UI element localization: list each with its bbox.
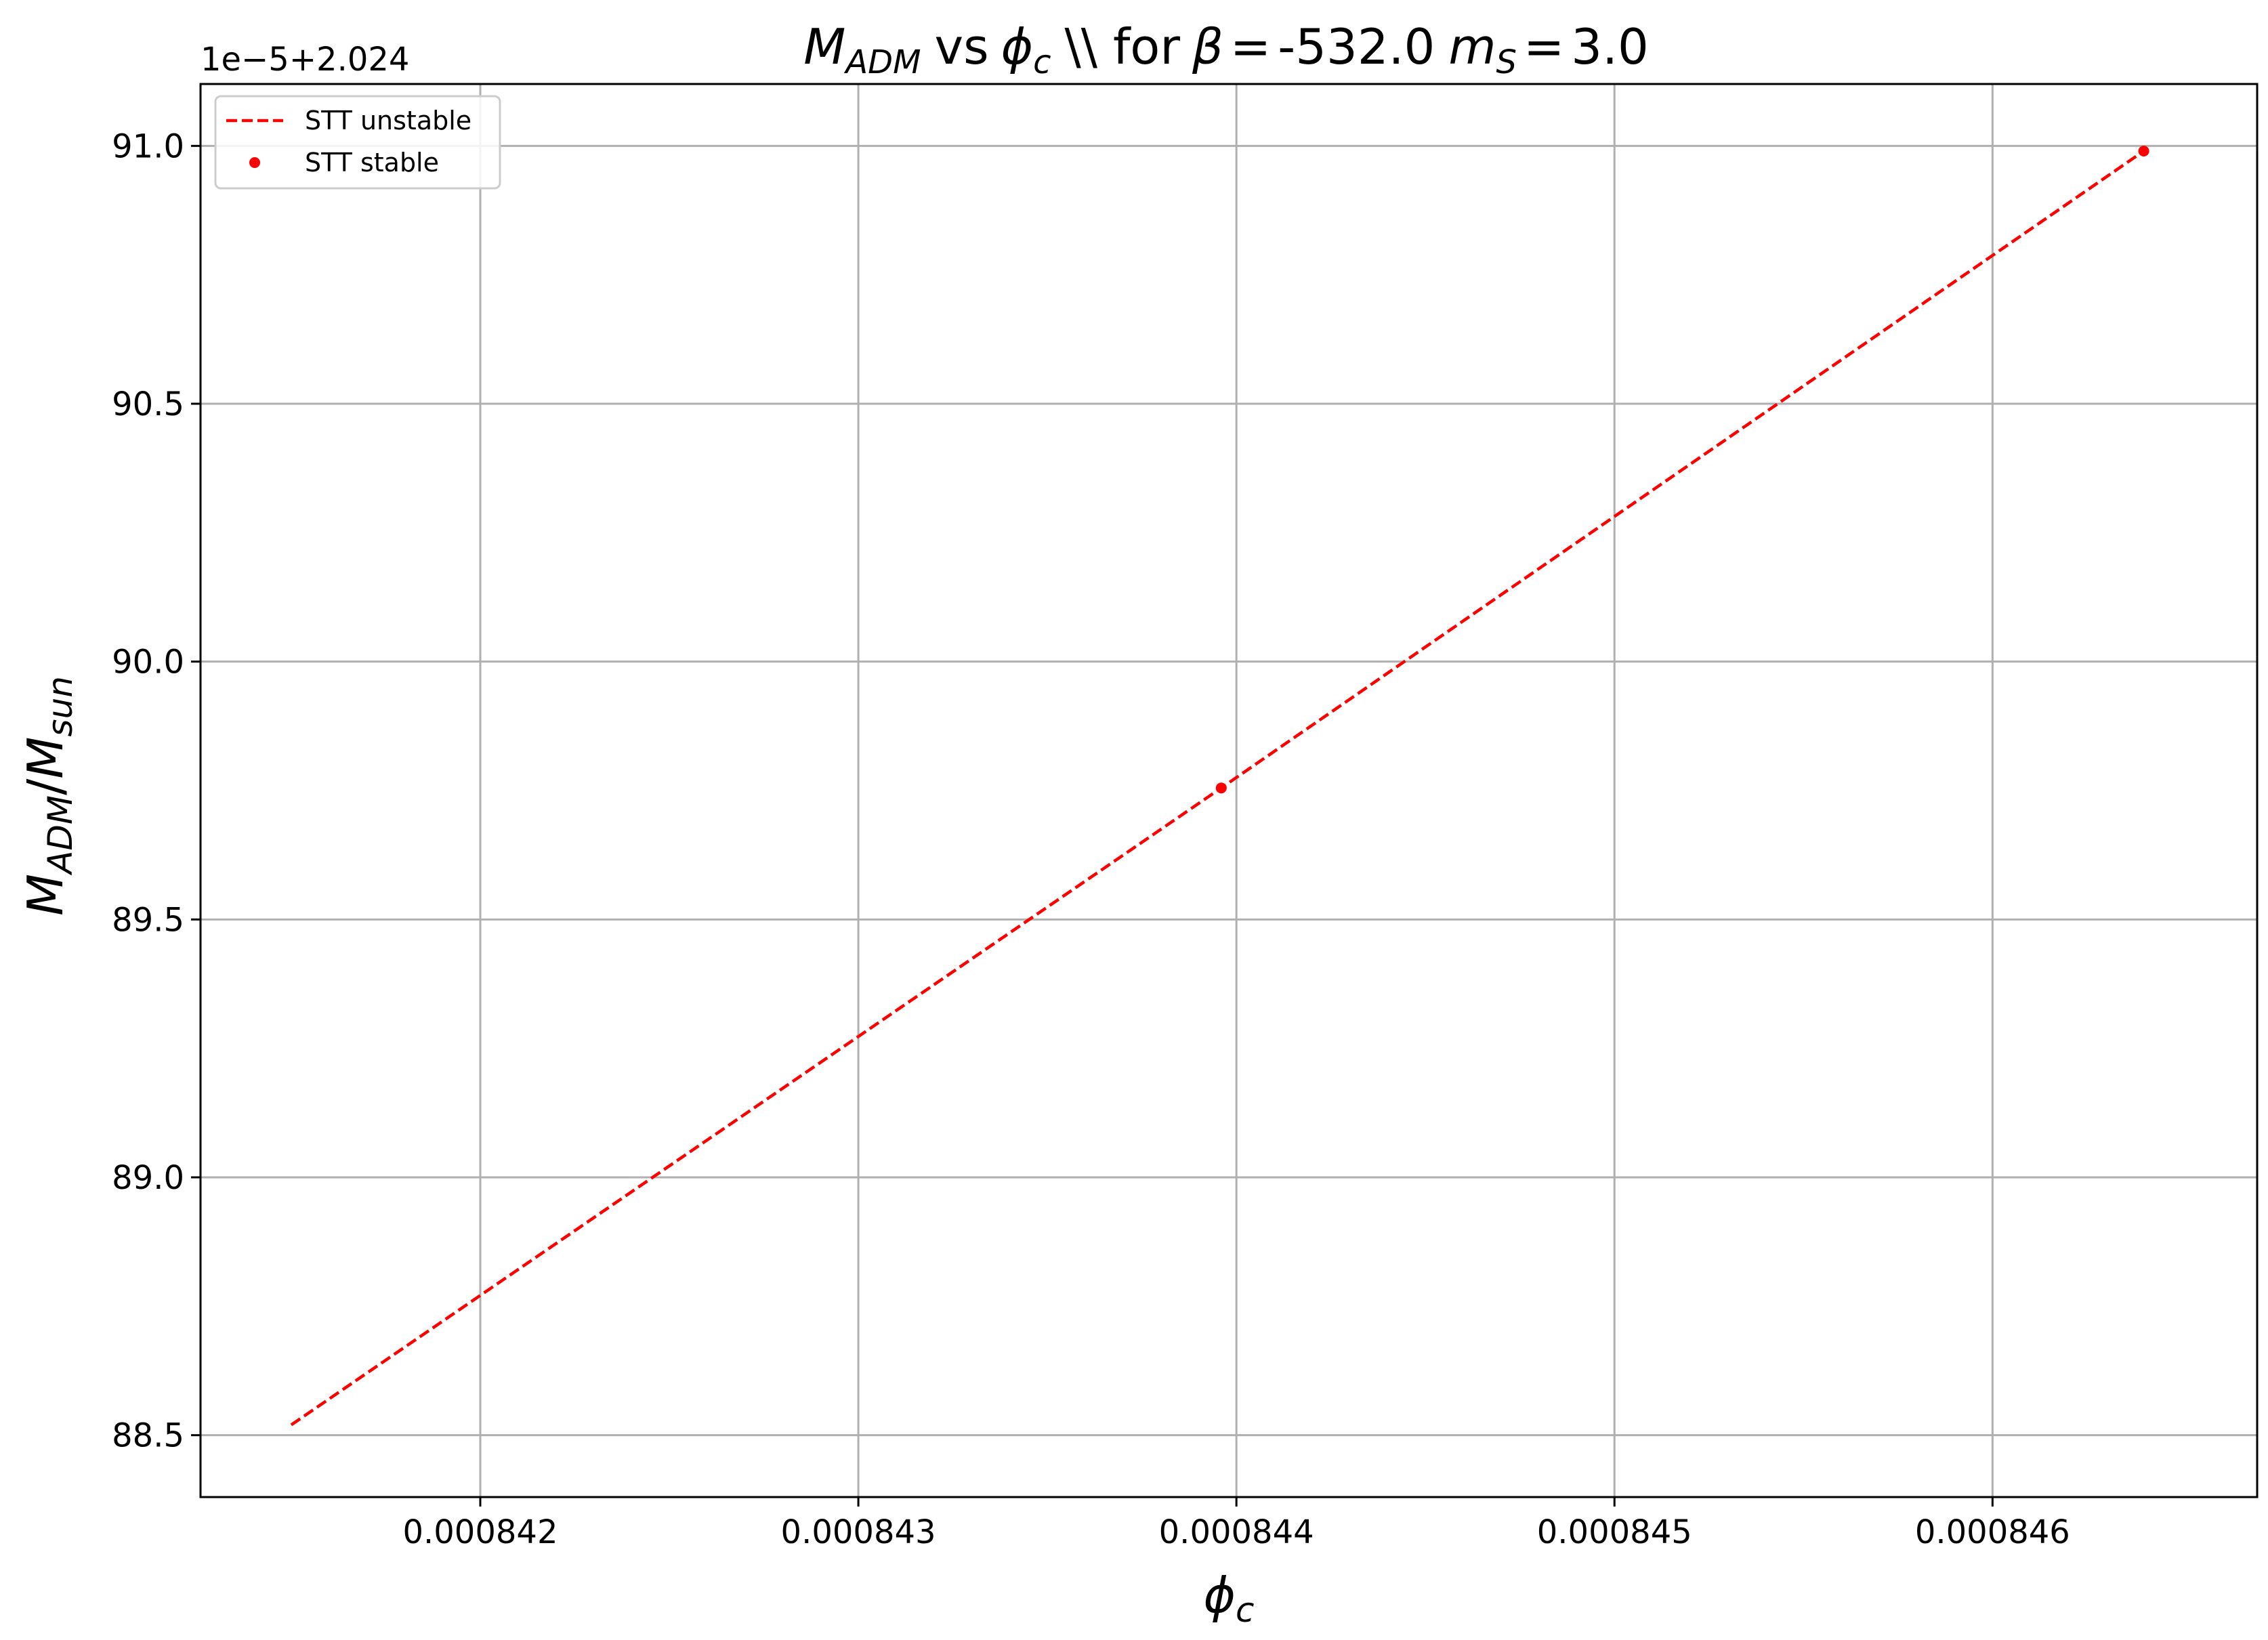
grid-lines — [201, 84, 2257, 1497]
plot-series — [290, 145, 2149, 1427]
axes-frame — [199, 83, 2259, 1498]
y-tick-label: 88.5 — [112, 1417, 184, 1455]
legend: STT unstable STT stable — [214, 95, 501, 190]
legend-box — [214, 95, 501, 190]
x-tick-label: 0.000845 — [1537, 1513, 1692, 1551]
y-tick-label: 89.0 — [112, 1159, 184, 1197]
x-tick-label: 0.000842 — [402, 1513, 558, 1551]
y-tick-label: 89.5 — [112, 901, 184, 939]
legend-stable-label: STT stable — [305, 148, 439, 177]
x-tick-label: 0.000846 — [1915, 1513, 2070, 1551]
x-tick-label: 0.000843 — [781, 1513, 936, 1551]
chart-title: MADM vs ϕc \\ for β = -532.0 mS = 3.0 — [803, 18, 1649, 81]
y-tick-label: 90.0 — [112, 644, 184, 681]
legend-unstable-label: STT unstable — [305, 106, 471, 135]
y-axis-ticks: 88.5 89.0 89.5 90.0 90.5 91.0 — [112, 127, 201, 1455]
x-axis-ticks: 0.000842 0.000843 0.000844 0.000845 0.000846 — [402, 1497, 2070, 1551]
y-tick-label: 90.5 — [112, 385, 184, 423]
y-offset-label: 1e−5+2.024 — [201, 41, 409, 79]
legend-stable-swatch — [249, 157, 260, 168]
stable-data-point — [2138, 145, 2149, 156]
x-axis-label: ϕc — [1204, 1567, 1255, 1630]
y-tick-label: 91.0 — [112, 127, 184, 165]
stable-data-point — [1215, 782, 1227, 794]
y-axis-label: MADM/Msun — [17, 676, 80, 916]
x-tick-label: 0.000844 — [1159, 1513, 1314, 1551]
